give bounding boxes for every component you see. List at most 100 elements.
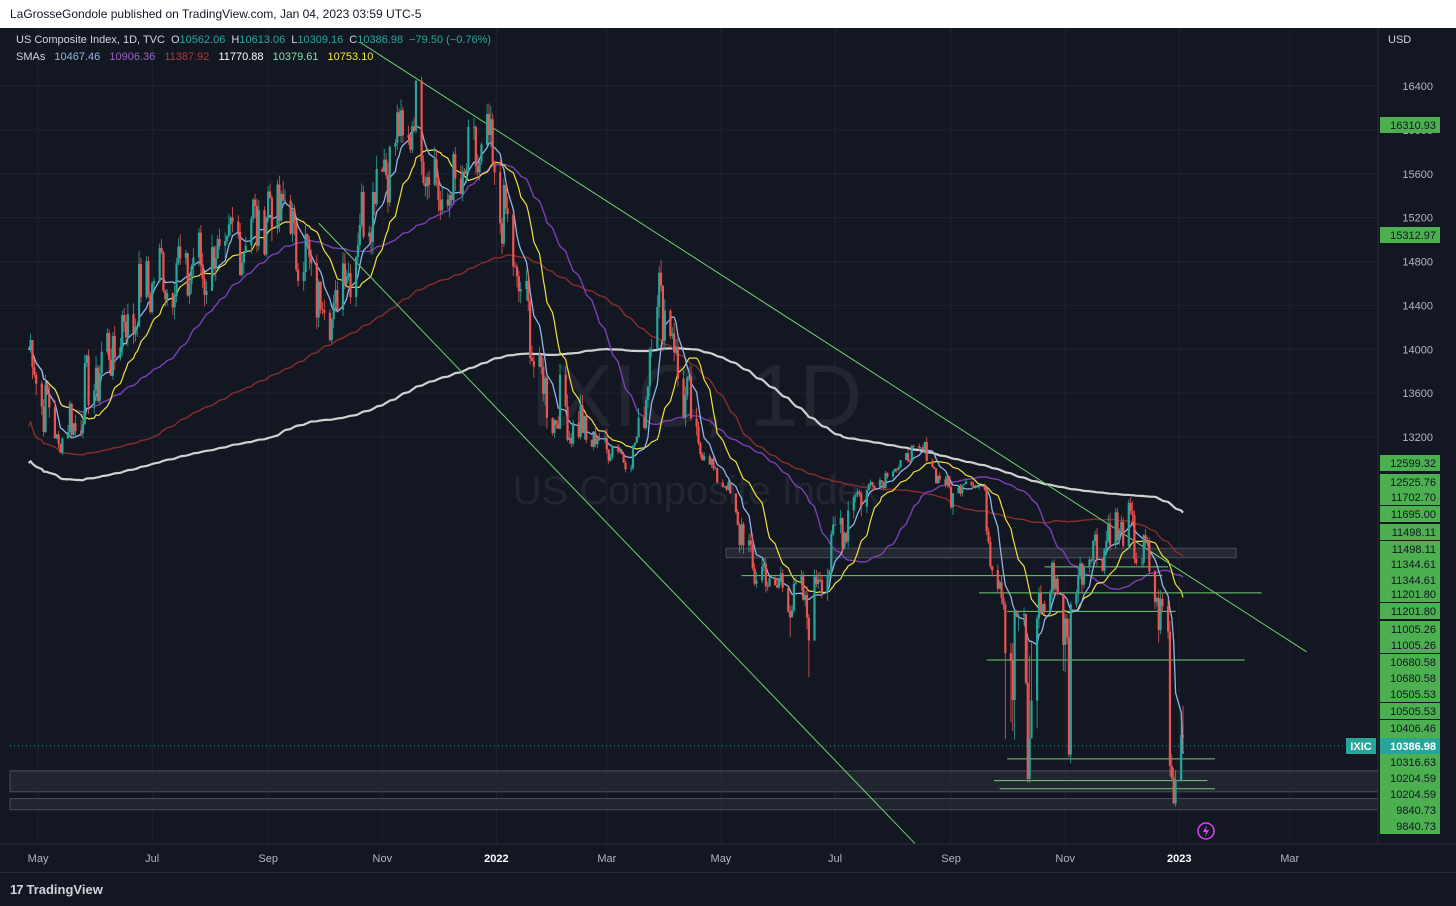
candle-body	[581, 405, 584, 433]
alert-icon[interactable]	[1197, 822, 1215, 840]
candle-body	[843, 532, 846, 548]
candle-body	[267, 191, 270, 218]
candle-body	[1172, 777, 1175, 804]
candle-body	[517, 276, 520, 292]
candle-body	[957, 487, 960, 494]
candle-body	[712, 458, 715, 469]
candle-body	[1052, 562, 1056, 590]
candle-body	[832, 524, 835, 535]
candle-body	[998, 582, 1001, 589]
candle-body	[283, 200, 287, 202]
candle-body	[755, 580, 758, 584]
candle-body	[648, 350, 651, 387]
candle-body	[880, 480, 883, 483]
symbol-tag	[1346, 738, 1376, 754]
price-tick-label: 14400	[1402, 300, 1433, 312]
price-tick-label: 16400	[1402, 81, 1433, 93]
candle-body	[594, 433, 597, 445]
candle-body	[751, 544, 754, 569]
candle-body	[978, 486, 981, 488]
price-level-value: 10680.58	[1390, 657, 1436, 669]
candle-body	[807, 617, 810, 641]
candle-body	[463, 171, 466, 174]
candle-body	[583, 415, 586, 433]
candle-body	[895, 468, 898, 470]
candle-body	[596, 438, 599, 445]
candle-body	[1043, 603, 1046, 611]
candle-body	[158, 247, 161, 282]
candle-body	[1135, 559, 1138, 563]
candle-body	[1092, 541, 1095, 561]
candle-body	[399, 110, 403, 137]
candle-body	[847, 510, 850, 542]
candle-body	[865, 490, 868, 507]
candle-body	[240, 262, 244, 275]
change-value: −79.50 (−0.76%)	[409, 34, 492, 46]
candle-body	[1000, 582, 1003, 598]
candle-body	[304, 234, 307, 273]
price-level-value: 11702.70	[1391, 492, 1436, 504]
candle-body	[1105, 541, 1108, 550]
candle-body	[1148, 541, 1151, 572]
candle-body	[255, 206, 259, 246]
candle-body	[676, 346, 680, 379]
candle-body	[1144, 535, 1147, 544]
sma-value-5: 10379.61	[272, 51, 319, 63]
candle-body	[119, 347, 122, 358]
candle-body	[224, 241, 227, 246]
candle-body	[918, 446, 921, 448]
candle-body	[265, 217, 268, 255]
candle-body	[826, 575, 829, 593]
currency-label: USD	[1388, 34, 1412, 46]
candle-body	[989, 541, 992, 567]
candle-body	[280, 193, 283, 221]
time-tick-label: May	[28, 853, 49, 865]
candle-body	[951, 493, 955, 508]
price-level-value: 12525.76	[1390, 477, 1436, 489]
candle-body	[297, 269, 300, 282]
candle-body	[1024, 614, 1027, 683]
candle-body	[529, 301, 532, 359]
candle-body	[1065, 618, 1069, 638]
candle-body	[923, 441, 926, 450]
candle-body	[506, 208, 509, 215]
candle-body	[450, 194, 453, 201]
candle-body	[278, 184, 281, 221]
candle-body	[218, 238, 221, 246]
candle-body	[197, 232, 201, 258]
candle-body	[1041, 603, 1044, 613]
candle-body	[1090, 559, 1093, 561]
publisher-text: LaGrosseGondole published on TradingView…	[10, 7, 422, 21]
candle-body	[938, 475, 941, 480]
candle-body	[633, 442, 636, 446]
candle-body	[688, 376, 691, 378]
candle-body	[611, 446, 614, 457]
price-level-value: 10316.63	[1390, 757, 1436, 769]
candle-body	[820, 579, 824, 593]
candle-body	[291, 210, 294, 234]
close-label: C	[349, 34, 358, 46]
candle-body	[282, 193, 285, 201]
tradingview-logo[interactable]: 17 TradingView	[10, 882, 103, 897]
low-value: 10309.16	[297, 34, 344, 46]
candle-body	[781, 573, 784, 588]
candle-body	[656, 306, 659, 349]
candle-body	[74, 423, 77, 431]
price-level-value: 11005.26	[1391, 640, 1436, 652]
tradingview-brand: TradingView	[26, 882, 103, 897]
candle-body	[949, 486, 953, 508]
candle-body	[871, 482, 874, 486]
tradingview-mark-icon: 17	[10, 882, 24, 897]
candle-body	[137, 264, 141, 326]
candle-body	[1153, 571, 1157, 602]
candle-body	[85, 355, 88, 364]
candle-body	[40, 383, 43, 407]
price-axis[interactable]: 1640016000156001520014800144001400013600…	[1377, 28, 1456, 844]
candle-body	[33, 367, 36, 375]
price-chart[interactable]: IXIC, 1D US Composite Index 164001600015…	[0, 28, 1456, 872]
candle-body	[616, 446, 620, 452]
candle-body	[242, 253, 245, 263]
time-axis[interactable]: May Jul Sep Nov 2022 Mar May Jul Sep Nov 2023 Mar	[0, 843, 1456, 872]
candle-body	[813, 576, 816, 641]
candle-body	[48, 394, 51, 408]
